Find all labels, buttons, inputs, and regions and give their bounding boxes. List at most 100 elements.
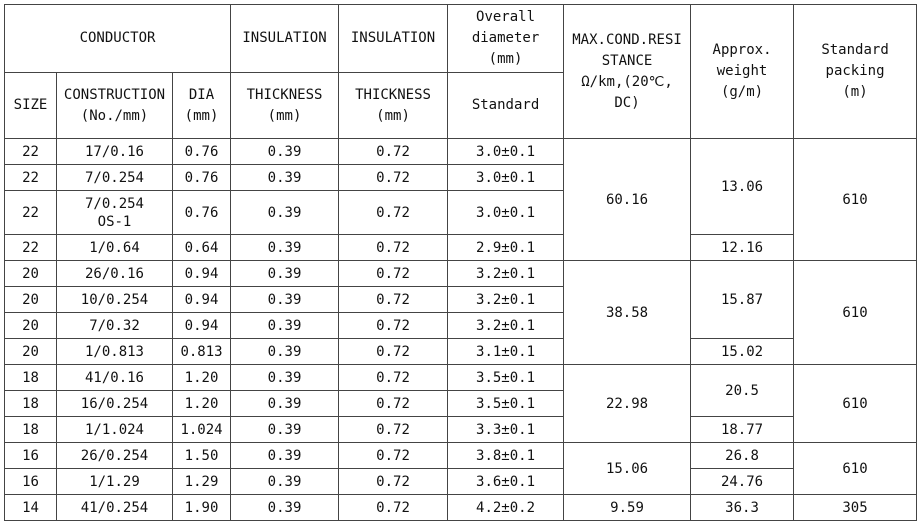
weight-cell: 36.3: [690, 494, 795, 521]
data-cell: 3.8±0.1: [447, 442, 565, 469]
data-cell: 1.20: [171, 390, 232, 417]
data-cell: 3.6±0.1: [447, 468, 565, 495]
data-cell: 41/0.16: [56, 364, 173, 391]
data-cell: 0.39: [230, 338, 340, 365]
data-cell: 7/0.32: [56, 312, 173, 339]
resistance-cell: 60.16: [563, 138, 692, 261]
data-cell: 2.9±0.1: [447, 234, 565, 261]
packing-cell: 610: [793, 442, 918, 495]
data-cell: 0.72: [338, 390, 449, 417]
resistance-cell: 15.06: [563, 442, 692, 495]
data-cell: 17/0.16: [56, 138, 173, 165]
weight-cell: 20.5: [690, 364, 795, 417]
data-cell: 0.39: [230, 468, 340, 495]
data-cell: 3.2±0.1: [447, 286, 565, 313]
data-cell: 0.72: [338, 286, 449, 313]
data-cell: 0.94: [171, 286, 232, 313]
table-row: 18 1/1.024 1.024 0.39 0.72 3.3±0.1 18.77: [4, 416, 917, 443]
table-row: SIZE CONSTRUCTION (No./mm) DIA (mm) THICKNE…: [4, 72, 917, 139]
data-cell: 1/1.024: [56, 416, 173, 443]
data-cell: 0.64: [171, 234, 232, 261]
data-cell: 7/0.254: [56, 164, 173, 191]
header-cell: DIA (mm): [171, 72, 232, 139]
header-cell: Standard: [447, 72, 565, 139]
weight-cell: 24.76: [690, 468, 795, 495]
data-cell: 16/0.254: [56, 390, 173, 417]
data-cell: 0.72: [338, 190, 449, 235]
data-cell: 1/0.64: [56, 234, 173, 261]
data-cell: 3.5±0.1: [447, 364, 565, 391]
data-cell: 0.72: [338, 468, 449, 495]
data-cell: 3.0±0.1: [447, 190, 565, 235]
table-body: CONDUCTOR INSULATION INSULATION Overall dia…: [3, 4, 918, 521]
data-cell: 0.72: [338, 338, 449, 365]
data-cell: 10/0.254: [56, 286, 173, 313]
data-cell: 1.50: [171, 442, 232, 469]
data-cell: 20: [4, 338, 57, 365]
data-cell: 0.39: [230, 390, 340, 417]
table-row: 22 17/0.16 0.76 0.39 0.72 3.0±0.1 60.16 13.06 61…: [4, 138, 918, 261]
data-cell: 0.39: [230, 312, 340, 339]
data-cell: 0.72: [338, 416, 449, 443]
packing-cell: 305: [793, 494, 918, 521]
data-cell: 0.72: [338, 138, 449, 165]
resistance-cell: 22.98: [563, 364, 692, 443]
packing-cell: 610: [793, 260, 918, 365]
data-cell: 14: [4, 494, 57, 521]
data-cell: 0.94: [171, 312, 232, 339]
table-row: 18 41/0.16 1.20 0.39 0.72 3.5±0.1 22.98 20.5 610: [4, 364, 918, 443]
packing-cell: 610: [793, 364, 918, 443]
data-cell: 4.2±0.2: [447, 494, 565, 521]
data-cell: 7/0.254 OS-1: [56, 190, 173, 235]
header-cell: CONDUCTOR: [3, 4, 232, 73]
data-cell: 0.39: [230, 364, 340, 391]
header-cell: Overall diameter (mm): [447, 4, 565, 73]
table-row: 16 1/1.29 1.29 0.39 0.72 3.6±0.1 24.76: [4, 468, 917, 495]
data-cell: 0.39: [230, 190, 340, 235]
header-cell: THICKNESS (mm): [338, 72, 449, 139]
data-cell: 0.94: [171, 260, 232, 287]
spec-table: CONDUCTOR INSULATION INSULATION Overall dia…: [3, 4, 918, 521]
data-cell: 3.3±0.1: [447, 416, 565, 443]
header-cell: INSULATION: [230, 4, 340, 73]
table-row: CONDUCTOR INSULATION INSULATION Overall dia…: [3, 4, 918, 139]
data-cell: 0.76: [171, 190, 232, 235]
data-cell: 3.2±0.1: [447, 312, 565, 339]
data-cell: 0.39: [230, 286, 340, 313]
data-cell: 26/0.16: [56, 260, 173, 287]
data-cell: 0.39: [230, 260, 340, 287]
data-cell: 1.024: [171, 416, 232, 443]
table-row: 20 7/0.32 0.94 0.39 0.72 3.2±0.1: [4, 312, 917, 339]
data-cell: 1/1.29: [56, 468, 173, 495]
data-cell: 16: [4, 468, 57, 495]
data-cell: 22: [4, 234, 57, 261]
table-row: 22 7/0.254 0.76 0.39 0.72 3.0±0.1: [4, 164, 917, 191]
header-cell: CONSTRUCTION (No./mm): [56, 72, 173, 139]
data-cell: 0.39: [230, 416, 340, 443]
data-cell: 3.0±0.1: [447, 164, 565, 191]
data-cell: 22: [4, 190, 57, 235]
header-cell: THICKNESS (mm): [230, 72, 340, 139]
table-row: 20 1/0.813 0.813 0.39 0.72 3.1±0.1 15.02: [4, 338, 917, 365]
resistance-cell: 38.58: [563, 260, 692, 365]
data-cell: 22: [4, 164, 57, 191]
data-cell: 16: [4, 442, 57, 469]
weight-cell: 15.87: [690, 260, 795, 339]
data-cell: 0.39: [230, 442, 340, 469]
data-cell: 41/0.254: [56, 494, 173, 521]
data-cell: 3.0±0.1: [447, 138, 565, 165]
data-cell: 0.72: [338, 442, 449, 469]
table-row: 22 1/0.64 0.64 0.39 0.72 2.9±0.1 12.16: [4, 234, 917, 261]
header-cell: SIZE: [4, 72, 57, 139]
weight-cell: 26.8: [690, 442, 795, 469]
data-cell: 3.1±0.1: [447, 338, 565, 365]
table-row: 20 26/0.16 0.94 0.39 0.72 3.2±0.1 38.58 15.87 61…: [4, 260, 918, 365]
resistance-cell: 9.59: [563, 494, 692, 521]
data-cell: 0.72: [338, 234, 449, 261]
table-row: 14 41/0.254 1.90 0.39 0.72 4.2±0.2 9.59 36.3 305: [4, 494, 918, 521]
data-cell: 26/0.254: [56, 442, 173, 469]
header-cell: MAX.COND.RESI STANCE Ω/km,(20℃, DC): [563, 4, 692, 139]
data-cell: 1.20: [171, 364, 232, 391]
header-cell: Standard packing (m): [793, 4, 918, 139]
